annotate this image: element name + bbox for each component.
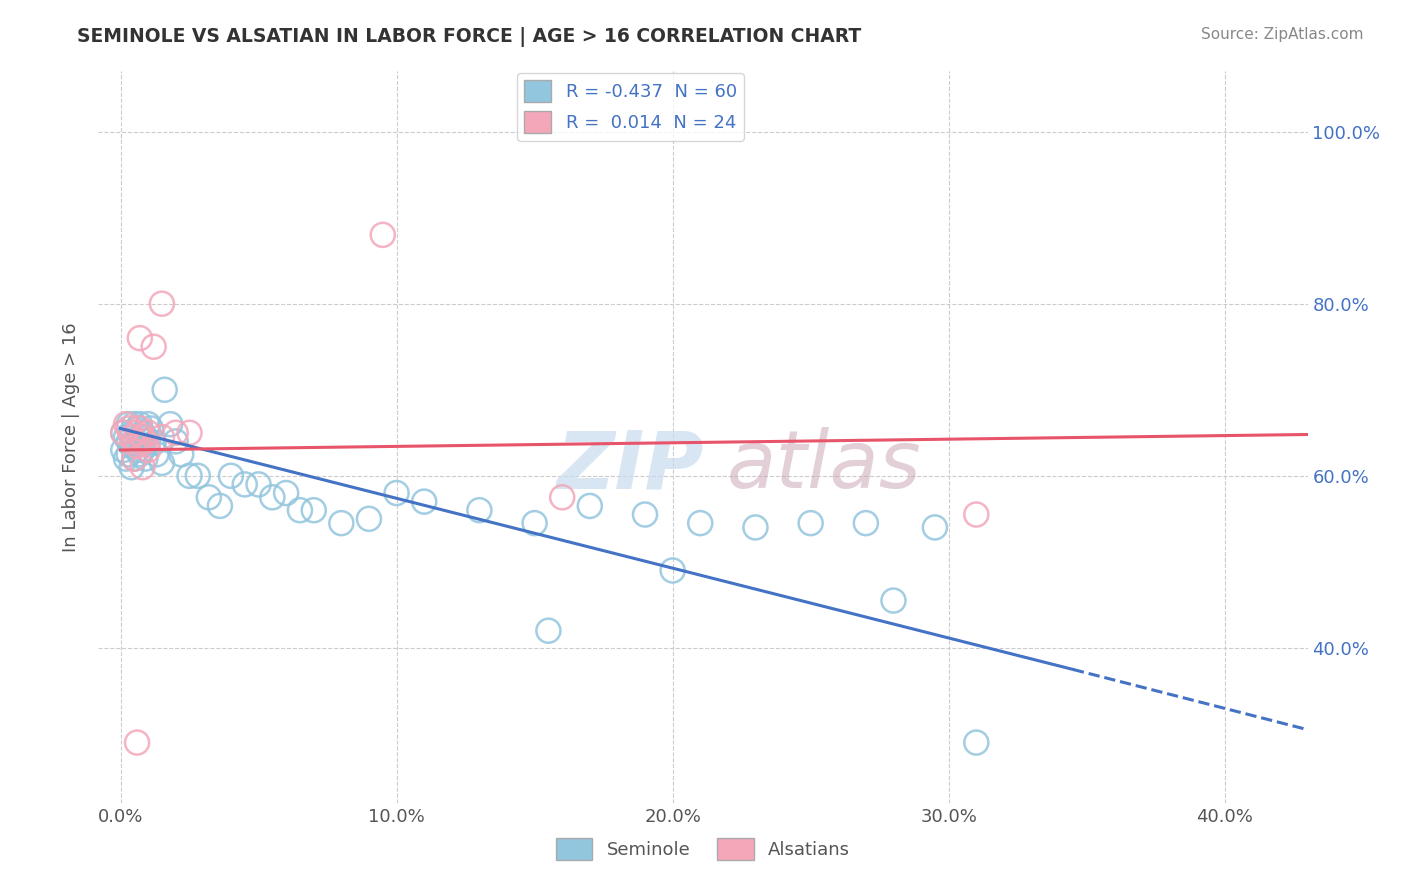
Point [551,491,574,505]
Point [855,516,877,530]
Point [121,430,143,444]
Y-axis label: In Labor Force | Age > 16: In Labor Force | Age > 16 [62,322,80,552]
Point [276,486,298,500]
Point [136,417,159,432]
Point [115,430,138,444]
Point [170,447,193,461]
Point [965,508,987,522]
Point [125,439,148,453]
Point [125,442,148,457]
Point [150,430,173,444]
Point [125,421,148,435]
Point [744,520,766,534]
Point [136,434,159,449]
Point [124,451,146,466]
Point [134,451,156,466]
Point [965,735,987,749]
Point [118,447,141,461]
Point [128,430,150,444]
Point [128,417,150,432]
Point [112,442,135,457]
Point [468,503,491,517]
Point [634,508,657,522]
Point [537,624,560,638]
Point [330,516,353,530]
Point [118,421,141,435]
Point [112,425,135,440]
Point [124,434,146,449]
Point [150,296,173,310]
Point [118,434,141,449]
Point [139,421,162,435]
Point [115,451,138,466]
Point [131,442,153,457]
Point [302,503,325,517]
Point [661,564,683,578]
Point [115,417,138,432]
Point [128,331,150,345]
Point [121,425,143,440]
Point [142,340,165,354]
Point [142,436,165,450]
Point [121,439,143,453]
Point [413,494,436,508]
Text: atlas: atlas [727,427,922,506]
Point [924,520,946,534]
Point [523,516,546,530]
Point [131,425,153,440]
Point [165,434,187,449]
Point [159,417,181,432]
Point [125,735,148,749]
Point [179,425,201,440]
Point [118,417,141,432]
Text: Source: ZipAtlas.com: Source: ZipAtlas.com [1201,27,1364,42]
Point [262,491,284,505]
Point [288,503,311,517]
Point [131,460,153,475]
Point [121,460,143,475]
Point [371,227,394,242]
Point [882,593,904,607]
Text: SEMINOLE VS ALSATIAN IN LABOR FORCE | AGE > 16 CORRELATION CHART: SEMINOLE VS ALSATIAN IN LABOR FORCE | AG… [77,27,862,46]
Point [689,516,711,530]
Point [131,430,153,444]
Point [124,451,146,466]
Point [165,425,187,440]
Point [125,425,148,440]
Point [134,430,156,444]
Point [124,417,146,432]
Point [134,434,156,449]
Point [136,425,159,440]
Point [136,442,159,457]
Text: ZIP: ZIP [555,427,703,506]
Point [187,468,209,483]
Point [233,477,256,491]
Point [124,434,146,449]
Point [153,383,176,397]
Point [578,499,600,513]
Point [208,499,231,513]
Point [112,425,135,440]
Point [385,486,408,500]
Point [128,447,150,461]
Legend: Seminole, Alsatians: Seminole, Alsatians [548,830,858,867]
Point [357,512,380,526]
Point [198,491,221,505]
Point [150,456,173,470]
Point [219,468,242,483]
Point [179,468,201,483]
Point [128,421,150,435]
Point [247,477,270,491]
Point [800,516,823,530]
Point [145,447,167,461]
